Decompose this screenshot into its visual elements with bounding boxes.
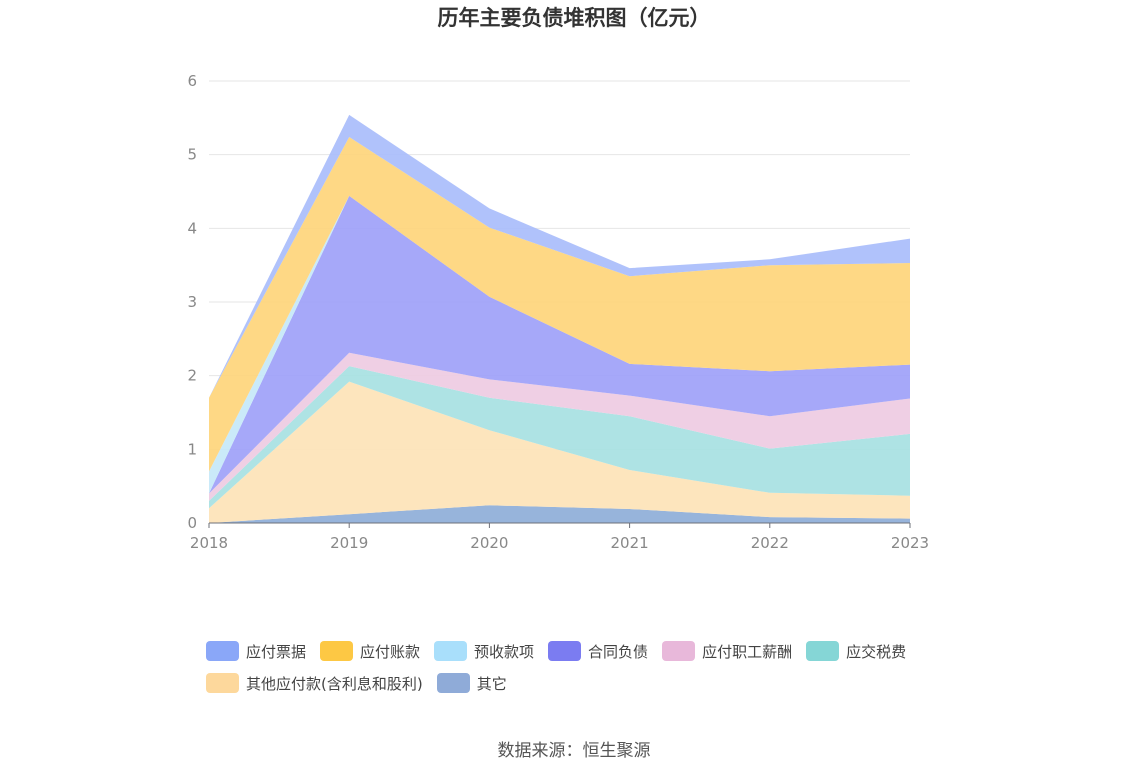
- legend-label: 其他应付款(含利息和股利): [246, 674, 423, 693]
- x-tick-label: 2022: [751, 534, 789, 552]
- area-series-3: [209, 352, 910, 501]
- legend-swatch: [434, 641, 468, 661]
- y-tick-label: 6: [187, 72, 197, 90]
- legend-item[interactable]: 应付票据: [206, 640, 306, 662]
- legend-label: 合同负债: [588, 642, 649, 661]
- y-tick-label: 0: [187, 514, 197, 532]
- x-tick-label: 2020: [470, 534, 508, 552]
- legend-swatch: [548, 641, 582, 661]
- legend-label: 应付票据: [246, 642, 307, 661]
- x-tick-label: 2018: [190, 534, 228, 552]
- area-series-4: [209, 195, 910, 494]
- legend-label: 应付职工薪酬: [702, 642, 793, 661]
- y-tick-label: 2: [187, 367, 197, 385]
- y-tick-label: 5: [187, 146, 197, 164]
- x-tick-label: 2023: [891, 534, 929, 552]
- chart-title: 历年主要负债堆积图（亿元）: [437, 6, 711, 30]
- legend: 应付票据 应付账款 预收款项 合同负债 应付职工薪酬 应交税费其他应付款(含利息和股利) 其…: [206, 640, 966, 694]
- source-text: 数据来源：恒生聚源: [497, 741, 651, 761]
- y-tick-label: 3: [187, 293, 197, 311]
- legend-swatch: [806, 641, 840, 661]
- legend-label: 应付账款: [360, 642, 421, 661]
- legend-item[interactable]: 应交税费: [806, 640, 906, 662]
- legend-label: 预收款项: [474, 642, 535, 661]
- y-tick-label: 1: [187, 440, 197, 458]
- x-tick-label: 2019: [330, 534, 368, 552]
- legend-swatch: [436, 673, 470, 693]
- area-series-6: [209, 137, 910, 472]
- legend-label: 其它: [476, 674, 507, 693]
- y-tick-label: 4: [187, 219, 197, 237]
- legend-item[interactable]: 应付职工薪酬: [662, 640, 792, 662]
- legend-item[interactable]: 合同负债: [548, 640, 648, 662]
- area-series-1: [209, 381, 910, 523]
- legend-item[interactable]: 应付账款: [320, 640, 420, 662]
- axes: 0 1 2 3 4 5 6 2018 2019 2020 2021 2022 2023: [187, 72, 929, 552]
- legend-item[interactable]: 其他应付款(含利息和股利): [206, 672, 423, 694]
- area-series: [209, 114, 910, 523]
- area-series-2: [209, 366, 910, 509]
- legend-swatch: [320, 641, 354, 661]
- legend-item[interactable]: 其它: [436, 672, 507, 694]
- legend-item[interactable]: 预收款项: [434, 640, 534, 662]
- legend-label: 应交税费: [846, 642, 907, 661]
- legend-swatch: [206, 641, 239, 661]
- legend-swatch: [206, 673, 239, 693]
- area-series-0: [209, 505, 910, 523]
- x-tick-label: 2021: [611, 534, 649, 552]
- legend-swatch: [662, 641, 696, 661]
